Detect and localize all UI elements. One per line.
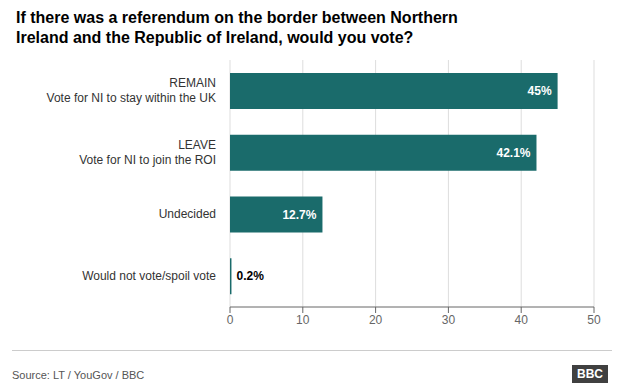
- svg-text:12.7%: 12.7%: [282, 208, 316, 222]
- svg-text:10: 10: [296, 313, 310, 327]
- svg-text:Would not vote/spoil vote: Would not vote/spoil vote: [82, 269, 216, 283]
- svg-text:0: 0: [227, 313, 234, 327]
- svg-text:40: 40: [515, 313, 529, 327]
- svg-text:20: 20: [369, 313, 383, 327]
- html-text:BBC: BBC: [577, 367, 603, 381]
- svg-text:50: 50: [587, 313, 601, 327]
- html-text:If there was a referendum on t: If there was a referendum on the border …: [16, 9, 458, 46]
- svg-text:LEAVEVote for NI to join the R: LEAVEVote for NI to join the ROI: [79, 138, 216, 167]
- svg-text:Undecided: Undecided: [159, 207, 216, 221]
- svg-text:0.2%: 0.2%: [236, 269, 264, 283]
- svg-text:45%: 45%: [528, 84, 552, 98]
- svg-text:42.1%: 42.1%: [496, 146, 530, 160]
- html-text:Source: LT / YouGov / BBC: Source: LT / YouGov / BBC: [12, 369, 145, 381]
- svg-text:30: 30: [442, 313, 456, 327]
- svg-text:REMAINVote for NI to stay with: REMAINVote for NI to stay within the UK: [47, 76, 216, 105]
